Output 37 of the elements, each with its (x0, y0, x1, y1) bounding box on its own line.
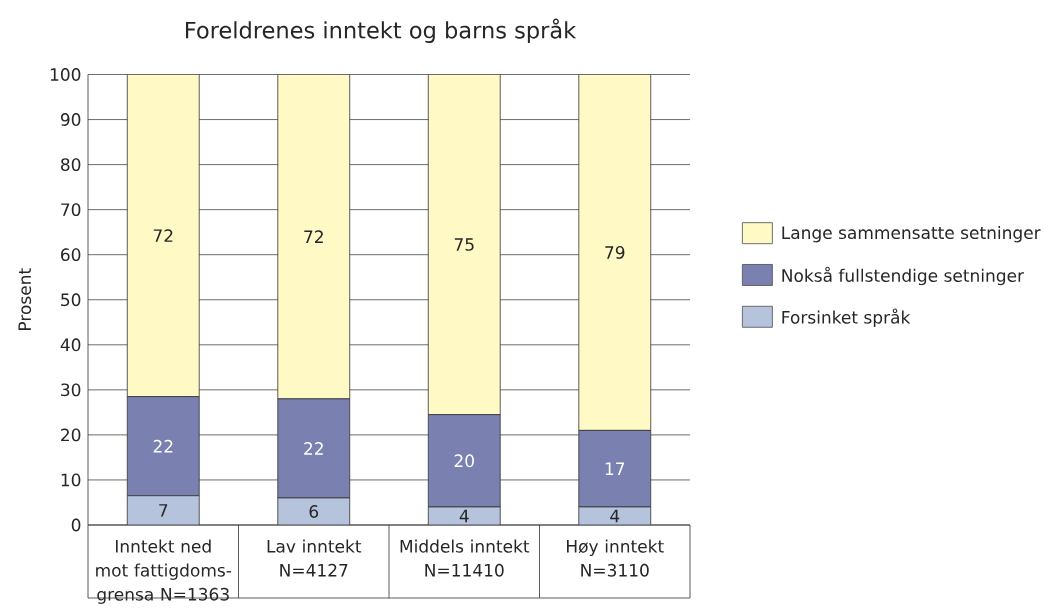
bar (578, 74, 652, 431)
y-tick-label: 100 (50, 68, 81, 81)
legend-label: Lange sammensatte setninger (782, 225, 1041, 243)
bar (277, 74, 351, 400)
y-tick-label: 0 (71, 518, 81, 532)
data-label: 75 (454, 238, 474, 251)
legend-label: Nokså fullstendige setninger (782, 266, 1025, 286)
y-tick-label: 30 (61, 383, 81, 397)
x-tick-label: Inntekt ned mot fattigdoms-grensa N=1363 (96, 539, 232, 604)
y-tick-label: 40 (60, 338, 81, 352)
x-tick-label: Middels inntekt N=11410 (400, 539, 530, 577)
data-label: 20 (454, 454, 474, 468)
x-tick-label: Høy inntekt N=3110 (567, 539, 664, 577)
y-tick-label: 50 (61, 293, 81, 307)
data-label: 72 (304, 230, 323, 243)
x-tick-label: Lav inntekt N=4127 (267, 539, 362, 577)
chart-title: Foreldrenes inntekt og barns språk (185, 18, 577, 43)
y-tick-label: 70 (61, 203, 81, 217)
data-label: 72 (153, 229, 173, 242)
y-tick-label: 60 (61, 248, 81, 262)
y-tick-label: 80 (61, 158, 81, 172)
bar (127, 495, 200, 525)
legend-label: Forsinket språk (782, 308, 911, 328)
data-label: 4 (610, 509, 620, 523)
data-label: 22 (153, 439, 173, 453)
bar (427, 74, 501, 416)
data-label: 7 (159, 504, 168, 517)
data-label: 79 (605, 246, 625, 259)
data-label: 17 (605, 462, 625, 475)
y-tick-label: 90 (60, 113, 81, 126)
bar (126, 74, 200, 398)
y-tick-label: 20 (61, 428, 81, 442)
y-axis-title: Prosent (18, 268, 32, 330)
data-label: 6 (309, 505, 319, 518)
y-tick-label: 10 (61, 473, 81, 487)
data-label: 22 (304, 442, 323, 455)
data-label: 4 (459, 509, 469, 523)
